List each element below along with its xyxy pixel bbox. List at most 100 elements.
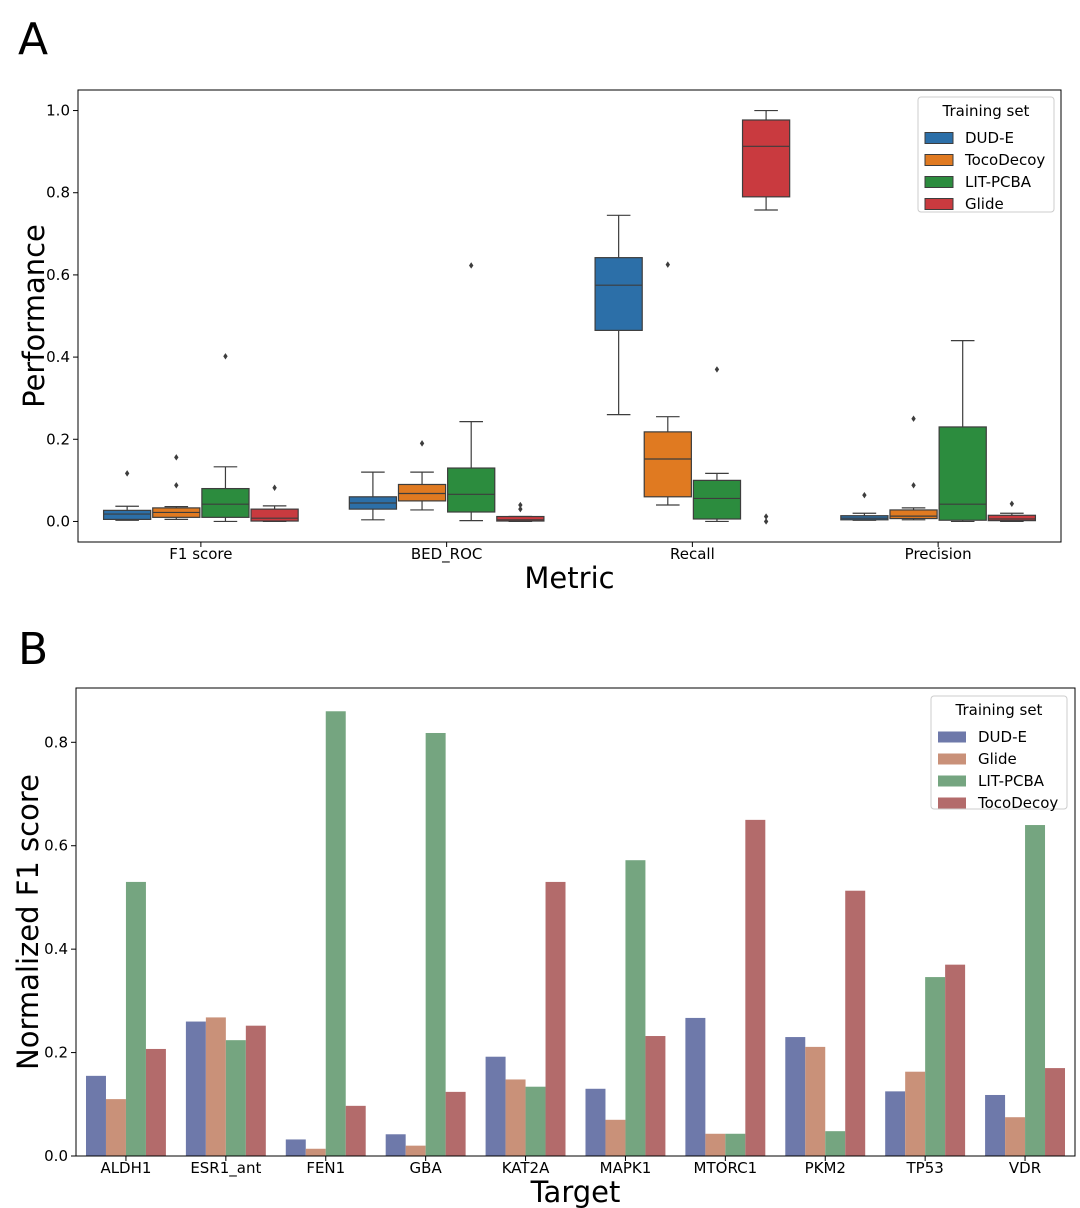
x-tick-label-pkm2: PKM2 (805, 1159, 846, 1177)
bar-dud-e-mapk1 (585, 1088, 606, 1156)
y-tick-label: 0.0 (44, 1147, 68, 1165)
box-outlier (174, 482, 179, 489)
legend-label-dud-e: DUD-E (965, 129, 1014, 147)
box-iqr (397, 483, 447, 502)
bar-dud-e-aldh1 (85, 1075, 106, 1156)
x-tick-label-kat2a: KAT2A (502, 1159, 550, 1177)
box-outlier (124, 470, 130, 477)
bar-glide-gba (405, 1145, 426, 1156)
box-iqr (889, 509, 938, 520)
y-tick-label: 1.0 (46, 102, 70, 120)
bar-tocodecoy-fen1 (345, 1105, 366, 1156)
bar-tocodecoy-gba (445, 1091, 466, 1156)
legend-swatch-lit-pcba (938, 775, 966, 787)
box-outlier (911, 415, 916, 422)
x-tick-label-mtorc1: MTORC1 (694, 1159, 758, 1177)
x-tick-label-tp53: TP53 (906, 1159, 944, 1177)
y-axis-label: Performance (17, 224, 51, 408)
bar-glide-mtorc1 (705, 1133, 726, 1156)
box-iqr (250, 508, 299, 522)
legend-label-glide: Glide (965, 195, 1004, 213)
box-outlier (763, 518, 769, 525)
bar-tocodecoy-pkm2 (845, 890, 866, 1156)
box-outlier (419, 440, 425, 447)
box-glide-bed-roc (496, 501, 545, 523)
bar-tocodecoy-tp53 (945, 964, 966, 1156)
bar-tocodecoy-mapk1 (645, 1036, 666, 1156)
y-tick-label: 0.2 (44, 1044, 68, 1062)
y-tick-label: 0.6 (46, 266, 70, 284)
plot-frame (75, 687, 1076, 1157)
box-tocodecoy-precision (889, 415, 938, 521)
x-tick-label-mapk1: MAPK1 (600, 1159, 652, 1177)
box-outlier (518, 501, 523, 509)
bar-lit-pcba-fen1 (325, 711, 346, 1156)
bar-tocodecoy-vdr (1045, 1068, 1066, 1156)
bar-dud-e-vdr (985, 1094, 1006, 1156)
bar-dud-e-mtorc1 (685, 1017, 706, 1156)
box-dud-e-precision (840, 491, 889, 521)
x-tick-label-aldh1: ALDH1 (100, 1159, 151, 1177)
panel-label-a: A (18, 14, 49, 65)
x-tick-label-bed-roc: BED_ROC (411, 545, 483, 564)
box-outlier (763, 513, 769, 520)
bar-lit-pcba-pkm2 (825, 1131, 846, 1156)
bar-glide-pkm2 (805, 1046, 826, 1156)
bar-lit-pcba-mtorc1 (725, 1133, 746, 1156)
bar-lit-pcba-gba (425, 732, 446, 1156)
plot-frame (77, 89, 1062, 543)
x-tick-label-recall: Recall (670, 545, 715, 563)
box-outlier (518, 505, 523, 513)
box-lit-pcba-bed-roc (447, 262, 496, 522)
box-iqr (987, 514, 1037, 522)
y-tick-label: 0.8 (44, 733, 68, 751)
bar-glide-esr1-ant (205, 1017, 226, 1156)
box-outlier (223, 353, 228, 360)
y-tick-label: 0.6 (44, 837, 68, 855)
x-axis-label: Metric (524, 561, 614, 595)
x-tick-label-gba: GBA (410, 1159, 443, 1177)
panel-label-b: B (18, 624, 49, 675)
bar-glide-vdr (1005, 1117, 1026, 1156)
bar-tocodecoy-esr1-ant (245, 1025, 266, 1156)
box-dud-e-recall (594, 214, 643, 416)
box-glide-precision (987, 500, 1037, 523)
legend-swatch-glide (924, 198, 954, 210)
bar-lit-pcba-vdr (1025, 825, 1046, 1156)
bar-dud-e-gba (385, 1134, 406, 1156)
bar-glide-aldh1 (105, 1099, 126, 1156)
bar-dud-e-tp53 (885, 1091, 906, 1156)
bar-dud-e-esr1-ant (185, 1021, 206, 1156)
y-tick-label: 0.0 (46, 512, 70, 530)
box-iqr (496, 515, 545, 522)
box-outlier (714, 366, 720, 373)
legend-label-lit-pcba: LIT-PCBA (965, 173, 1032, 191)
box-iqr (643, 431, 692, 498)
x-tick-label-esr1-ant: ESR1_ant (190, 1159, 261, 1178)
x-tick-label-precision: Precision (905, 545, 972, 563)
x-axis-label: Target (530, 1175, 621, 1208)
box-outlier (174, 454, 179, 461)
legend-swatch-tocodecoy (924, 154, 954, 166)
box-outlier (1009, 500, 1015, 507)
box-outlier (862, 491, 867, 499)
legend-label-glide: Glide (978, 750, 1017, 768)
box-lit-pcba-f1-score (201, 353, 250, 523)
y-axis-label: Normalized F1 score (11, 774, 45, 1070)
x-tick-label-vdr: VDR (1009, 1159, 1041, 1177)
x-tick-label-fen1: FEN1 (306, 1159, 345, 1177)
legend-label-dud-e: DUD-E (978, 728, 1027, 746)
bar-lit-pcba-tp53 (925, 977, 946, 1156)
legend-swatch-lit-pcba (924, 176, 954, 188)
legend-label-tocodecoy: TocoDecoy (964, 151, 1045, 169)
bar-tocodecoy-mtorc1 (745, 819, 766, 1156)
legend-swatch-dud-e (924, 132, 954, 144)
legend-swatch-tocodecoy (938, 797, 966, 809)
legend-title: Training set (942, 102, 1030, 120)
bar-glide-tp53 (905, 1071, 926, 1156)
box-glide-f1-score (250, 484, 299, 523)
bar-lit-pcba-esr1-ant (225, 1040, 246, 1156)
x-tick-label-f1-score: F1 score (169, 545, 232, 563)
bar-tocodecoy-aldh1 (145, 1048, 166, 1156)
box-tocodecoy-f1-score (152, 454, 201, 521)
